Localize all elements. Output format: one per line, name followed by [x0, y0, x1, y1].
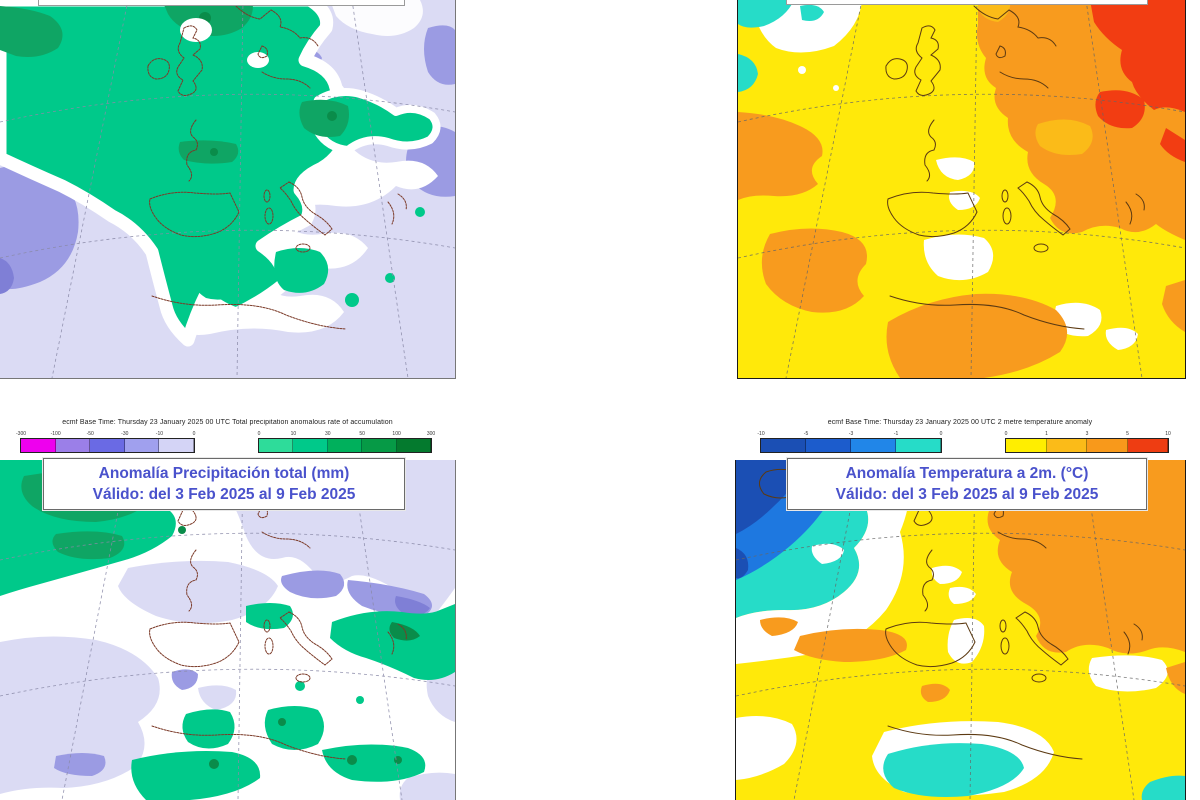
legend-color-segment	[362, 439, 397, 452]
legend-color-segment	[1046, 439, 1087, 452]
legend-color-segment	[90, 439, 125, 452]
legend-color-segment	[851, 439, 896, 452]
legend-tick-label: 50	[359, 431, 365, 437]
legend-color-segment	[806, 439, 851, 452]
cold-bottom-blobs	[883, 743, 1185, 800]
legend-color-segment	[293, 439, 328, 452]
legend-tick-label: 5	[1126, 431, 1129, 437]
legend-tick-label: -300	[15, 431, 27, 437]
temp-anomaly-map-week1	[738, 0, 1185, 378]
legend-tick-label: 30	[325, 431, 331, 437]
legend-color-segment	[259, 439, 294, 452]
map-valid-range: Válido: del 3 Feb 2025 al 9 Feb 2025	[92, 486, 356, 503]
map-valid-range: Válido: del 3 Feb 2025 al 9 Feb 2025	[835, 486, 1099, 503]
cutoff-title-box	[38, 0, 405, 6]
legend-tick-label: 0	[192, 431, 196, 437]
graticule-lines	[0, 460, 455, 800]
map-panel-precip-week2	[0, 460, 456, 800]
legend-tick-label: 0	[939, 431, 943, 437]
graticule-lines	[0, 0, 455, 378]
map-panel-precip-week1	[0, 0, 456, 379]
legend-color-segment	[761, 439, 806, 452]
legend-tick-label: -30	[121, 431, 129, 437]
legend-tick-label: 10	[290, 431, 297, 437]
legend-tick-label: -1	[893, 431, 899, 437]
legend-color-segment	[21, 439, 56, 452]
precip-legend-negative: -300 -100 -50 -30 -10 0	[16, 431, 195, 453]
coastlines	[885, 5, 1145, 330]
legend-tick-label: -3	[848, 431, 854, 437]
base-time-line-temp: ecmf Base Time: Thursday 23 January 2025…	[827, 419, 1093, 426]
legend-color-segment	[396, 439, 432, 452]
temp-anomaly-map-week2	[736, 460, 1185, 800]
legend-color-segment	[896, 439, 941, 452]
warm-anomaly-blobs	[738, 0, 1185, 378]
legend-tick-label: -100	[50, 431, 61, 437]
legend-color-segment	[159, 439, 194, 452]
map-panel-temp-week1	[737, 0, 1186, 379]
legend-tick-label: 0	[257, 431, 261, 437]
map-title: Anomalía Temperatura a 2m. (°C)	[845, 465, 1089, 482]
legend-tick-label: -50	[86, 431, 94, 437]
cold-anomaly-blobs	[738, 0, 824, 92]
base-time-line-precip: ecmf Base Time: Thursday 23 January 2025…	[62, 419, 393, 426]
graticule-lines	[736, 460, 1185, 800]
legend-tick-label: 10	[1165, 431, 1171, 437]
precip-legend-positive: 0 10 30 50 100 300	[258, 431, 435, 453]
temp-legend-negative: -10 -5 -3 -1 0	[757, 431, 942, 453]
precip-anomaly-map-week1	[0, 0, 455, 378]
positive-anomaly-blobs	[0, 0, 441, 347]
graticule-lines	[738, 0, 1185, 378]
cutoff-title-box	[786, 0, 1148, 5]
legend-tick-label: 300	[426, 431, 436, 437]
legend-tick-label: 1	[1045, 431, 1048, 437]
legend-tick-label: 0	[1004, 431, 1008, 437]
legend-tick-label: 3	[1085, 431, 1089, 437]
map-panel-temp-week2	[735, 460, 1186, 800]
legend-color-segment	[1006, 439, 1047, 452]
legend-color-segment	[327, 439, 363, 452]
legend-color-segment	[1127, 439, 1168, 452]
title-box-precip: Anomalía Precipitación total (mm) Válido…	[43, 458, 405, 510]
legend-tick-label: -10	[155, 431, 164, 437]
coastlines	[147, 5, 407, 330]
legend-color-segment	[55, 439, 91, 452]
title-box-temp: Anomalía Temperatura a 2m. (°C) Válido: …	[787, 458, 1147, 510]
precip-anomaly-map-week2	[0, 460, 455, 800]
legend-tick-label: 100	[392, 431, 401, 437]
legend-tick-label: -5	[803, 431, 809, 437]
legend-color-segment	[1087, 439, 1128, 452]
temp-legend-positive: 0 1 3 5 10	[1005, 431, 1171, 453]
legend-tick-label: -10	[757, 431, 765, 437]
map-title: Anomalía Precipitación total (mm)	[98, 465, 350, 482]
legend-color-segment	[124, 439, 160, 452]
